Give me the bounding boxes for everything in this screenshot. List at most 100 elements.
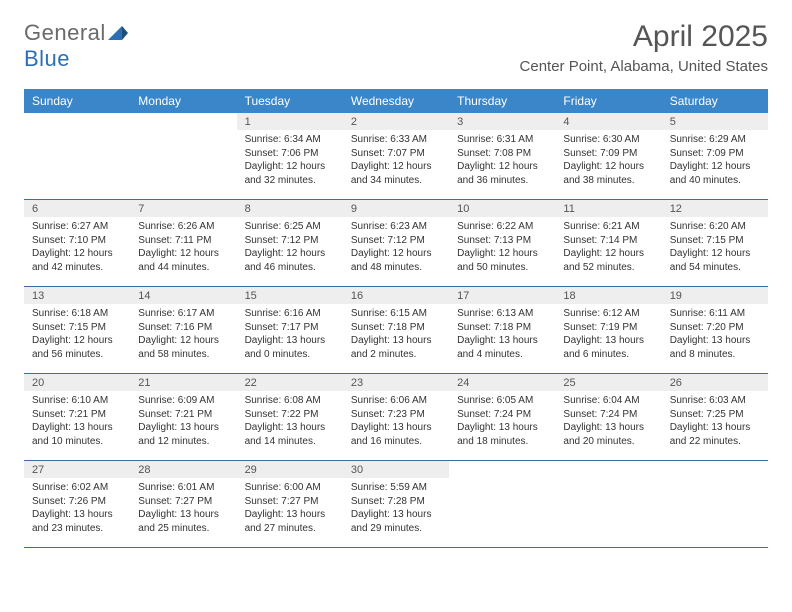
dow-sunday: Sunday	[24, 89, 130, 113]
daylight-line2: and 32 minutes.	[245, 174, 335, 188]
daylight-line1: Daylight: 13 hours	[670, 421, 760, 435]
week-row: 6Sunrise: 6:27 AMSunset: 7:10 PMDaylight…	[24, 200, 768, 287]
sunrise: Sunrise: 6:10 AM	[32, 394, 122, 408]
sunset: Sunset: 7:11 PM	[138, 234, 228, 248]
title-block: April 2025 Center Point, Alabama, United…	[520, 20, 768, 75]
dow-thursday: Thursday	[449, 89, 555, 113]
sunrise: Sunrise: 6:30 AM	[563, 133, 653, 147]
day-cell: 23Sunrise: 6:06 AMSunset: 7:23 PMDayligh…	[343, 374, 449, 460]
day-info: Sunrise: 6:16 AMSunset: 7:17 PMDaylight:…	[237, 304, 343, 367]
sunrise: Sunrise: 6:03 AM	[670, 394, 760, 408]
logo-triangle-icon	[108, 26, 128, 40]
day-info: Sunrise: 6:08 AMSunset: 7:22 PMDaylight:…	[237, 391, 343, 454]
day-cell: 29Sunrise: 6:00 AMSunset: 7:27 PMDayligh…	[237, 461, 343, 547]
daylight-line1: Daylight: 13 hours	[32, 421, 122, 435]
sunrise: Sunrise: 6:04 AM	[563, 394, 653, 408]
day-info: Sunrise: 6:17 AMSunset: 7:16 PMDaylight:…	[130, 304, 236, 367]
day-info: Sunrise: 6:10 AMSunset: 7:21 PMDaylight:…	[24, 391, 130, 454]
daylight-line1: Daylight: 13 hours	[245, 508, 335, 522]
daylight-line1: Daylight: 13 hours	[457, 421, 547, 435]
week-row: 13Sunrise: 6:18 AMSunset: 7:15 PMDayligh…	[24, 287, 768, 374]
daylight-line2: and 50 minutes.	[457, 261, 547, 275]
sunrise: Sunrise: 5:59 AM	[351, 481, 441, 495]
daylight-line2: and 16 minutes.	[351, 435, 441, 449]
day-number: 25	[555, 374, 661, 391]
sunrise: Sunrise: 6:23 AM	[351, 220, 441, 234]
sunrise: Sunrise: 6:02 AM	[32, 481, 122, 495]
day-number: 14	[130, 287, 236, 304]
day-cell: 22Sunrise: 6:08 AMSunset: 7:22 PMDayligh…	[237, 374, 343, 460]
daylight-line1: Daylight: 12 hours	[32, 334, 122, 348]
dow-tuesday: Tuesday	[237, 89, 343, 113]
daylight-line2: and 0 minutes.	[245, 348, 335, 362]
daylight-line1: Daylight: 13 hours	[245, 421, 335, 435]
dow-saturday: Saturday	[662, 89, 768, 113]
daylight-line1: Daylight: 13 hours	[563, 421, 653, 435]
day-info: Sunrise: 6:21 AMSunset: 7:14 PMDaylight:…	[555, 217, 661, 280]
daylight-line2: and 23 minutes.	[32, 522, 122, 536]
daylight-line2: and 56 minutes.	[32, 348, 122, 362]
sunrise: Sunrise: 6:11 AM	[670, 307, 760, 321]
day-number: 27	[24, 461, 130, 478]
daylight-line1: Daylight: 13 hours	[351, 334, 441, 348]
sunset: Sunset: 7:13 PM	[457, 234, 547, 248]
sunset: Sunset: 7:19 PM	[563, 321, 653, 335]
day-info: Sunrise: 6:15 AMSunset: 7:18 PMDaylight:…	[343, 304, 449, 367]
day-info: Sunrise: 6:04 AMSunset: 7:24 PMDaylight:…	[555, 391, 661, 454]
day-info: Sunrise: 6:25 AMSunset: 7:12 PMDaylight:…	[237, 217, 343, 280]
day-info: Sunrise: 6:11 AMSunset: 7:20 PMDaylight:…	[662, 304, 768, 367]
sunset: Sunset: 7:06 PM	[245, 147, 335, 161]
sunrise: Sunrise: 6:13 AM	[457, 307, 547, 321]
day-cell: 13Sunrise: 6:18 AMSunset: 7:15 PMDayligh…	[24, 287, 130, 373]
sunset: Sunset: 7:07 PM	[351, 147, 441, 161]
sunrise: Sunrise: 6:15 AM	[351, 307, 441, 321]
day-number: 9	[343, 200, 449, 217]
day-cell: 16Sunrise: 6:15 AMSunset: 7:18 PMDayligh…	[343, 287, 449, 373]
day-info: Sunrise: 6:31 AMSunset: 7:08 PMDaylight:…	[449, 130, 555, 193]
day-number: 30	[343, 461, 449, 478]
daylight-line1: Daylight: 13 hours	[670, 334, 760, 348]
daylight-line1: Daylight: 12 hours	[32, 247, 122, 261]
day-cell	[449, 461, 555, 547]
sunset: Sunset: 7:17 PM	[245, 321, 335, 335]
day-info: Sunrise: 6:09 AMSunset: 7:21 PMDaylight:…	[130, 391, 236, 454]
week-row: 27Sunrise: 6:02 AMSunset: 7:26 PMDayligh…	[24, 461, 768, 548]
sunset: Sunset: 7:09 PM	[670, 147, 760, 161]
daylight-line2: and 34 minutes.	[351, 174, 441, 188]
day-cell: 11Sunrise: 6:21 AMSunset: 7:14 PMDayligh…	[555, 200, 661, 286]
day-cell: 1Sunrise: 6:34 AMSunset: 7:06 PMDaylight…	[237, 113, 343, 199]
sunset: Sunset: 7:18 PM	[351, 321, 441, 335]
daylight-line2: and 14 minutes.	[245, 435, 335, 449]
day-number: 2	[343, 113, 449, 130]
sunrise: Sunrise: 6:12 AM	[563, 307, 653, 321]
day-info: Sunrise: 6:27 AMSunset: 7:10 PMDaylight:…	[24, 217, 130, 280]
day-info: Sunrise: 6:34 AMSunset: 7:06 PMDaylight:…	[237, 130, 343, 193]
daylight-line2: and 20 minutes.	[563, 435, 653, 449]
day-cell: 3Sunrise: 6:31 AMSunset: 7:08 PMDaylight…	[449, 113, 555, 199]
dow-wednesday: Wednesday	[343, 89, 449, 113]
sunset: Sunset: 7:20 PM	[670, 321, 760, 335]
daylight-line1: Daylight: 12 hours	[351, 160, 441, 174]
sunrise: Sunrise: 6:27 AM	[32, 220, 122, 234]
day-cell: 26Sunrise: 6:03 AMSunset: 7:25 PMDayligh…	[662, 374, 768, 460]
header: GeneralBlue April 2025 Center Point, Ala…	[24, 20, 768, 75]
day-number: 6	[24, 200, 130, 217]
sunrise: Sunrise: 6:18 AM	[32, 307, 122, 321]
day-cell: 6Sunrise: 6:27 AMSunset: 7:10 PMDaylight…	[24, 200, 130, 286]
daylight-line1: Daylight: 13 hours	[138, 508, 228, 522]
sunrise: Sunrise: 6:16 AM	[245, 307, 335, 321]
week-row: 20Sunrise: 6:10 AMSunset: 7:21 PMDayligh…	[24, 374, 768, 461]
daylight-line1: Daylight: 12 hours	[563, 247, 653, 261]
daylight-line2: and 38 minutes.	[563, 174, 653, 188]
day-info: Sunrise: 6:00 AMSunset: 7:27 PMDaylight:…	[237, 478, 343, 541]
dow-row: SundayMondayTuesdayWednesdayThursdayFrid…	[24, 89, 768, 113]
sunrise: Sunrise: 6:25 AM	[245, 220, 335, 234]
sunset: Sunset: 7:28 PM	[351, 495, 441, 509]
daylight-line1: Daylight: 12 hours	[457, 160, 547, 174]
day-number: 17	[449, 287, 555, 304]
day-number: 19	[662, 287, 768, 304]
sunrise: Sunrise: 6:22 AM	[457, 220, 547, 234]
dow-friday: Friday	[555, 89, 661, 113]
day-number: 10	[449, 200, 555, 217]
day-cell: 30Sunrise: 5:59 AMSunset: 7:28 PMDayligh…	[343, 461, 449, 547]
